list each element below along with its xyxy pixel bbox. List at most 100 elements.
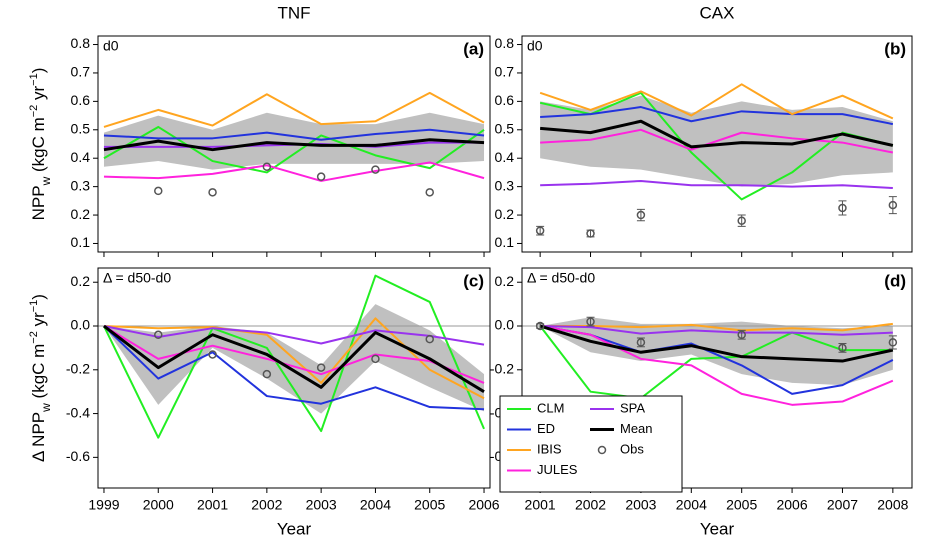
series-line [103, 125, 485, 174]
plot-frame [521, 267, 913, 489]
error-bar [838, 200, 847, 216]
obs-point [425, 188, 434, 197]
obs-point [371, 354, 380, 364]
obs-point [586, 317, 595, 326]
y-axis-label-part: −1 [28, 73, 40, 86]
y-tick-label: 0.7 [495, 64, 515, 80]
series-line [540, 119, 894, 149]
y-axis-label-part: (kgC m [29, 344, 48, 404]
x-tick-label: 2004 [676, 497, 707, 513]
obs-point [737, 216, 746, 225]
obs-point [208, 350, 217, 359]
series-line [539, 324, 894, 363]
panel-annotation: d0 [103, 38, 119, 54]
y-axis-label-part: w [39, 176, 53, 186]
obs-point [737, 330, 746, 340]
series-line [539, 91, 894, 201]
y-tick-label: 0.6 [495, 92, 515, 108]
y-tick-label: 0.2 [71, 273, 91, 289]
obs-point [888, 338, 898, 347]
x-tick-label: 2003 [625, 497, 656, 513]
y-axis-label-part: NPP [29, 185, 48, 220]
series-line [103, 325, 485, 411]
obs-point [154, 330, 163, 340]
y-tick-label: 0.2 [495, 206, 515, 222]
obs-point [316, 172, 326, 181]
y-tick-label: -0.6 [66, 448, 90, 464]
obs-point [535, 321, 545, 331]
y-tick-label: 0.5 [71, 120, 91, 136]
y-axis-label-part: −2 [28, 331, 40, 344]
legend-box [499, 395, 683, 493]
y-tick-label: 0.3 [71, 177, 91, 193]
series-line [103, 128, 485, 141]
obs-point [154, 186, 163, 196]
y-axis-label-part: −2 [28, 105, 40, 118]
y-axis-label-part: yr [29, 85, 48, 104]
series-line [103, 161, 485, 182]
x-tick-label: 1999 [88, 497, 119, 513]
panel-title: TNF [277, 3, 310, 22]
y-axis-label-part: ) [29, 68, 48, 74]
series-line [539, 325, 894, 406]
y-tick-label: -0.2 [490, 360, 514, 376]
obs-point [208, 188, 217, 197]
series-line [103, 138, 485, 152]
obs-point [586, 229, 595, 238]
legend-label: Mean [620, 421, 653, 436]
panel-label: (d) [884, 271, 906, 290]
obs-point [371, 165, 380, 174]
legend-label: CLM [537, 400, 564, 415]
error-bar [888, 335, 897, 350]
obs-point [425, 334, 434, 344]
x-tick-label: 2004 [360, 497, 391, 513]
x-tick-label: 2006 [468, 497, 499, 513]
panel-annotation: Δ = d50-d0 [103, 270, 171, 286]
legend-swatch [597, 445, 607, 455]
y-tick-label: -0.2 [66, 360, 90, 376]
series-line [540, 106, 894, 126]
legend-label: SPA [620, 400, 645, 415]
y-tick-label: -0.4 [66, 404, 90, 420]
y-tick-label: 0.5 [495, 120, 515, 136]
plot-frame [521, 35, 913, 253]
panel-label: (c) [463, 271, 484, 290]
obs-point [636, 210, 646, 220]
obs-point [838, 203, 847, 213]
x-tick-label: 2000 [143, 497, 174, 513]
x-axis-label: Year [277, 519, 312, 538]
legend-label: IBIS [537, 441, 562, 456]
obs-point [636, 338, 646, 347]
obs-point [316, 363, 326, 372]
y-axis-label-part: yr [29, 312, 48, 331]
x-tick-label: 2008 [877, 497, 908, 513]
y-tick-label: 0.8 [71, 35, 91, 51]
panel-title: CAX [700, 3, 735, 22]
y-tick-label: 0.1 [71, 234, 91, 250]
y-tick-label: 0.1 [495, 234, 515, 250]
series-line [539, 325, 893, 400]
obs-point [888, 200, 898, 210]
panel-annotation: d0 [527, 38, 543, 54]
y-axis-label-part: w [39, 403, 53, 413]
series-line [540, 325, 893, 336]
y-tick-label: 0.0 [71, 317, 91, 333]
series-line [103, 91, 485, 128]
y-tick-label: 0.3 [495, 177, 515, 193]
legend-label: ED [537, 421, 555, 436]
x-tick-label: 2006 [776, 497, 807, 513]
series-line [103, 274, 485, 439]
series-line [103, 324, 485, 393]
x-tick-label: 2002 [575, 497, 606, 513]
y-tick-label: 0.8 [495, 35, 515, 51]
series-line [103, 317, 485, 400]
series-line [103, 325, 485, 346]
y-tick-label: 0.4 [495, 149, 515, 165]
y-axis-label-part: ) [29, 294, 48, 300]
series-line [540, 322, 893, 332]
x-tick-label: 2005 [726, 497, 757, 513]
series-line [540, 179, 893, 190]
y-axis-label: Δ NPPw (kgC m−2 yr−1) [28, 294, 53, 462]
x-tick-label: 2001 [197, 497, 228, 513]
